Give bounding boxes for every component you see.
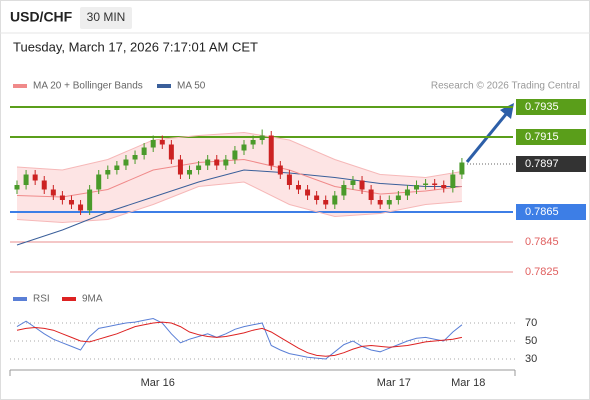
candle-body [68, 200, 74, 205]
bollinger-fill [17, 132, 462, 223]
candle-body [168, 144, 174, 160]
level-label: 0.7865 [525, 206, 559, 218]
level-label: 0.7825 [525, 266, 559, 278]
candle-body [286, 174, 292, 185]
candle-body [423, 183, 429, 185]
candle-body [250, 140, 256, 145]
candle-body [223, 159, 229, 166]
candle-body [96, 174, 102, 190]
legend-swatch [157, 84, 171, 88]
legend-swatch [13, 84, 27, 88]
candle-body [268, 135, 274, 166]
level-label: 0.7935 [525, 101, 559, 113]
candle-body [78, 204, 84, 211]
candle-body [441, 185, 447, 188]
level-label: 0.7915 [525, 131, 559, 143]
rsi-tick-label: 70 [525, 317, 537, 329]
band-lower [16, 181, 462, 224]
timeframe: 30 MIN [87, 10, 126, 24]
rsi-legend-label: RSI [33, 294, 50, 305]
ma50-line [16, 169, 462, 246]
level-label: 0.7897 [525, 158, 559, 170]
x-tick-label: Mar 17 [377, 377, 411, 389]
legend-label: MA 20 + Bollinger Bands [33, 81, 143, 92]
rsi-tick-label: 30 [525, 353, 537, 365]
candle-body [368, 189, 374, 200]
candle-body [177, 159, 183, 175]
candle-body [241, 144, 247, 151]
candle-body [350, 180, 356, 185]
candle-body [23, 174, 29, 185]
candle-body [314, 195, 320, 200]
legend-label: MA 50 [177, 81, 206, 92]
candle-body [150, 140, 156, 148]
candle-body [87, 189, 93, 211]
candle-body [341, 185, 347, 196]
rsi-tick-label: 50 [525, 335, 537, 347]
candle-body [232, 150, 238, 160]
candle-body [332, 195, 338, 205]
x-tick-label: Mar 16 [141, 377, 175, 389]
candle-body [214, 159, 220, 166]
candle-body [323, 200, 329, 205]
datetime: Tuesday, March 17, 2026 7:17:01 AM CET [13, 39, 258, 54]
candle-body [14, 185, 20, 190]
candle-body [450, 174, 456, 188]
candle-body [414, 185, 420, 190]
symbol: USD/CHF [10, 9, 73, 25]
level-box [516, 156, 586, 172]
candle-body [32, 174, 38, 181]
candle-body [432, 183, 438, 185]
band-upper [16, 131, 463, 179]
candle-body [277, 165, 283, 175]
candle-body [196, 165, 202, 170]
candle-body [395, 195, 401, 200]
level-box [516, 129, 586, 145]
candle-body [50, 189, 56, 196]
candle-body [386, 200, 392, 205]
level-box [516, 204, 586, 220]
candle-body [141, 147, 147, 155]
candle-body [377, 200, 383, 205]
candle-body [187, 170, 193, 175]
candle-body [123, 159, 129, 166]
level-box [516, 99, 586, 115]
candle-body [114, 165, 120, 170]
rsi-line [16, 317, 463, 360]
candle-body [259, 135, 265, 140]
candle-body [59, 195, 65, 200]
candle-body [41, 180, 47, 190]
timeframe-box [80, 7, 132, 29]
rsi-legend-label: 9MA [82, 294, 103, 305]
candle-body [295, 185, 301, 190]
rsi-line [16, 321, 463, 357]
candle-body [459, 162, 465, 175]
candle-body [159, 140, 165, 145]
ma20-line [16, 158, 462, 198]
credit: Research © 2026 Trading Central [431, 81, 580, 92]
rsi-legend-swatch [13, 297, 27, 301]
candle-body [132, 155, 138, 160]
rsi-legend-swatch [62, 297, 76, 301]
level-label: 0.7845 [525, 236, 559, 248]
x-tick-label: Mar 18 [451, 377, 485, 389]
candle-body [305, 189, 311, 196]
candle-body [359, 180, 365, 190]
candle-body [105, 170, 111, 175]
candle-body [205, 159, 211, 166]
candle-body [404, 189, 410, 196]
